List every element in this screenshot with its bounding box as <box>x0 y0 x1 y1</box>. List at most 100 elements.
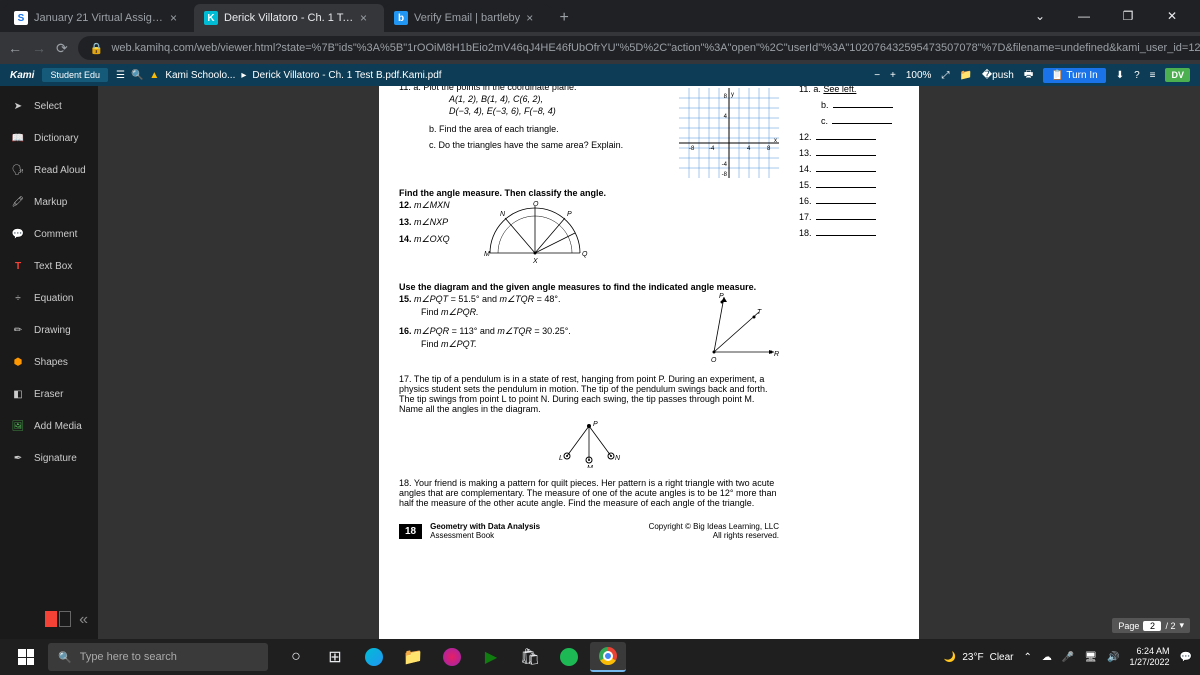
help-icon[interactable]: ? <box>1134 70 1140 81</box>
pendulum-diagram: P L M N <box>549 418 629 468</box>
q16b: Find m∠PQT. <box>421 339 699 350</box>
user-avatar[interactable]: DV <box>1165 68 1190 82</box>
zoom-in-button[interactable]: + <box>890 70 896 81</box>
document-viewport[interactable]: 11. a. Plot the points in the coordinate… <box>98 86 1200 639</box>
folder-icon[interactable]: 📁 <box>959 70 971 81</box>
page-indicator[interactable]: Page 2 / 2 ▾ <box>1112 618 1190 633</box>
page-input[interactable]: 2 <box>1143 621 1161 631</box>
clock[interactable]: 6:24 AM 1/27/2022 <box>1130 646 1170 668</box>
tool-signature[interactable]: ✒Signature <box>0 442 98 474</box>
forward-button[interactable]: → <box>32 37 46 59</box>
close-window-button[interactable]: ✕ <box>1152 2 1192 30</box>
tray-chevron-icon[interactable]: ⌃ <box>1024 652 1032 663</box>
spotify-icon[interactable] <box>551 642 587 672</box>
main-area: ➤Select 📖Dictionary 🗣Read Aloud 🖍Markup … <box>0 86 1200 639</box>
page-footer: 18 Geometry with Data Analysis Assessmen… <box>399 522 779 540</box>
search-icon[interactable]: 🔍 <box>131 70 143 81</box>
tool-add-media[interactable]: 🖼Add Media <box>0 410 98 442</box>
reload-button[interactable]: ⟳ <box>56 37 68 59</box>
store-icon[interactable]: 🛍 <box>512 642 548 672</box>
close-icon[interactable]: × <box>360 11 374 25</box>
task-view-icon[interactable]: ⊞ <box>317 642 353 672</box>
tab-kami[interactable]: K Derick Villatoro - Ch. 1 Test B.pdf × <box>194 4 384 32</box>
chevron-down-icon[interactable]: ⌄ <box>1020 2 1060 30</box>
app-icon[interactable] <box>356 642 392 672</box>
chevron-down-icon[interactable]: ▾ <box>1179 620 1184 631</box>
tab-title-0: January 21 Virtual Assignment | S <box>34 12 164 24</box>
notifications-icon[interactable]: 💬 <box>1180 652 1192 663</box>
q15b: Find m∠PQR. <box>421 307 699 318</box>
svg-text:8: 8 <box>767 146 771 152</box>
new-tab-button[interactable]: + <box>550 4 578 32</box>
download-icon[interactable]: ⬇ <box>1116 70 1124 81</box>
kami-logo: Kami <box>10 70 34 81</box>
tool-select[interactable]: ➤Select <box>0 90 98 122</box>
svg-text:-4: -4 <box>709 146 715 152</box>
window-controls: ⌄ — ❐ ✕ <box>1012 2 1200 30</box>
signature-icon: ✒ <box>10 450 26 466</box>
svg-text:-4: -4 <box>722 162 728 168</box>
tool-eraser[interactable]: ◧Eraser <box>0 378 98 410</box>
drive-icon[interactable]: ▲ <box>149 70 159 81</box>
address-bar: ← → ⟳ 🔒 web.kamihq.com/web/viewer.html?s… <box>0 32 1200 64</box>
mic-icon[interactable]: 🎤 <box>1062 652 1074 663</box>
page-number: 18 <box>399 524 422 539</box>
tool-read-aloud[interactable]: 🗣Read Aloud <box>0 154 98 186</box>
svg-text:N: N <box>500 211 506 218</box>
doc-title[interactable]: Derick Villatoro - Ch. 1 Test B.pdf.Kami… <box>252 70 441 81</box>
svg-text:-8: -8 <box>689 146 695 152</box>
coordinate-grid: y 8 4 x -8-4 48 -4 -8 <box>679 88 779 178</box>
file-explorer-icon[interactable]: 📁 <box>395 642 431 672</box>
tool-equation[interactable]: ÷Equation <box>0 282 98 314</box>
zoom-out-button[interactable]: − <box>874 70 880 81</box>
network-icon[interactable]: 🖥 <box>1084 652 1097 663</box>
q16: 16. m∠PQR = 113° and m∠TQR = 30.25°. <box>399 326 699 337</box>
pdf-page: 11. a. Plot the points in the coordinate… <box>379 86 919 639</box>
windows-taskbar: 🔍 Type here to search ○ ⊞ 📁 ▶ 🛍 🌙 23°F C… <box>0 639 1200 675</box>
menu-toggle-icon[interactable]: ☰ <box>116 70 125 81</box>
equation-icon: ÷ <box>10 290 26 306</box>
svg-text:T: T <box>757 309 762 316</box>
tab-bartleby[interactable]: b Verify Email | bartleby × <box>384 4 550 32</box>
eraser-icon: ◧ <box>10 386 26 402</box>
print-icon[interactable]: 🖶 <box>1024 67 1033 84</box>
chevron-right-icon: ▸ <box>241 70 246 81</box>
book-icon: 📖 <box>10 130 26 146</box>
kami-plan-badge[interactable]: Student Edu <box>42 68 108 82</box>
cortana-icon[interactable]: ○ <box>278 642 314 672</box>
folder-crumb[interactable]: Kami Schoolo... <box>165 70 235 81</box>
chrome-icon[interactable] <box>590 642 626 672</box>
q15: 15. m∠PQT = 51.5° and m∠TQR = 48°. <box>399 294 699 305</box>
tab-title-1: Derick Villatoro - Ch. 1 Test B.pdf <box>224 12 354 24</box>
app-icon-2[interactable] <box>434 642 470 672</box>
sidebar-collapse[interactable]: « <box>0 601 98 639</box>
zoom-level[interactable]: 100% <box>906 70 932 81</box>
maximize-button[interactable]: ❐ <box>1108 2 1148 30</box>
tool-dictionary[interactable]: 📖Dictionary <box>0 122 98 154</box>
tab-schoology[interactable]: S January 21 Virtual Assignment | S × <box>4 4 194 32</box>
tab-bar: S January 21 Virtual Assignment | S × K … <box>0 0 1012 32</box>
turn-in-button[interactable]: 📋 Turn In <box>1043 68 1105 83</box>
onedrive-icon[interactable]: ☁ <box>1042 652 1052 663</box>
tool-shapes[interactable]: ⬢Shapes <box>0 346 98 378</box>
volume-icon[interactable]: 🔊 <box>1107 652 1119 663</box>
taskbar-search[interactable]: 🔍 Type here to search <box>48 643 268 671</box>
weather-widget[interactable]: 🌙 23°F Clear <box>944 652 1014 663</box>
tool-comment[interactable]: 💬Comment <box>0 218 98 250</box>
tool-text-box[interactable]: TText Box <box>0 250 98 282</box>
fit-icon[interactable]: ⤢ <box>941 70 949 81</box>
svg-text:M: M <box>587 465 593 468</box>
back-button[interactable]: ← <box>8 37 22 59</box>
url-input[interactable]: 🔒 web.kamihq.com/web/viewer.html?state=%… <box>78 36 1200 60</box>
svg-text:Q: Q <box>711 357 717 362</box>
start-button[interactable] <box>8 642 44 672</box>
more-icon[interactable]: ≡ <box>1150 70 1156 81</box>
share-icon[interactable]: �push <box>982 70 1014 81</box>
minimize-button[interactable]: — <box>1064 2 1104 30</box>
close-icon[interactable]: × <box>526 11 540 25</box>
close-icon[interactable]: × <box>170 11 184 25</box>
xbox-icon[interactable]: ▶ <box>473 642 509 672</box>
svg-text:R: R <box>774 351 779 358</box>
tool-markup[interactable]: 🖍Markup <box>0 186 98 218</box>
tool-drawing[interactable]: ✏Drawing <box>0 314 98 346</box>
